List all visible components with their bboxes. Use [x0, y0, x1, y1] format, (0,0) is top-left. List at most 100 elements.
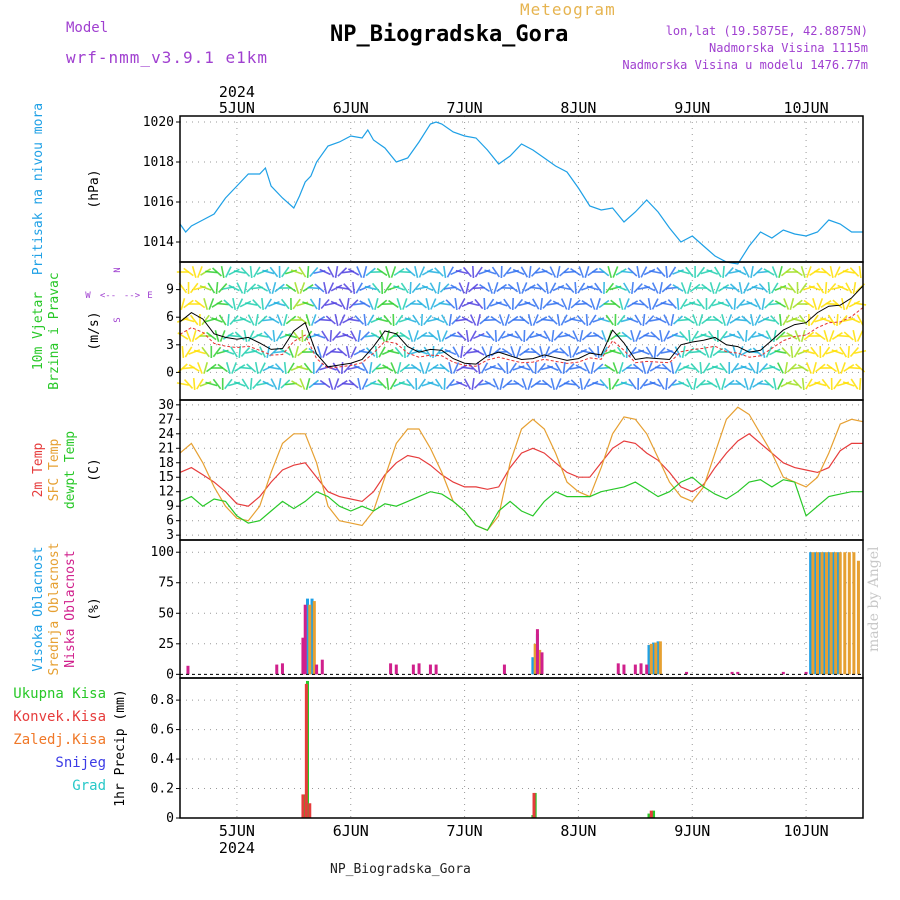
wind-barb	[674, 362, 682, 374]
bar-clouds-0	[531, 657, 535, 675]
wind-barb	[256, 284, 269, 292]
wind-barb	[841, 297, 846, 311]
wind-barb	[462, 266, 472, 278]
station-title: NP_Biogradska_Gora	[330, 22, 569, 47]
wind-barb	[275, 330, 284, 342]
bar-precip-0	[652, 810, 656, 818]
wind-barb	[358, 350, 372, 354]
y-tick-label: 1020	[143, 115, 174, 130]
y-tick-label: 1018	[143, 155, 174, 170]
wind-barb	[518, 365, 531, 371]
wind-barb	[303, 362, 313, 374]
wind-barb	[347, 318, 360, 322]
wind-barb	[810, 314, 819, 326]
wind-barb	[665, 265, 668, 279]
wind-gust-line	[179, 307, 864, 369]
wind-barb	[406, 378, 415, 390]
wind-barb	[832, 299, 843, 309]
y-tick-label: 3	[166, 528, 174, 543]
wind-barb	[721, 378, 726, 390]
wind-barb	[583, 378, 591, 390]
wind-barb	[199, 285, 212, 291]
wind-barb	[541, 379, 553, 389]
bar-clouds-1	[649, 643, 653, 675]
wind-barb	[666, 332, 679, 340]
wind-barb	[843, 331, 854, 341]
wind-barb	[510, 346, 516, 358]
wind-barb	[481, 346, 488, 358]
wind-barb	[197, 362, 203, 374]
wind-barb	[750, 313, 754, 327]
wind-barb	[412, 314, 421, 326]
wind-barb	[702, 362, 711, 374]
y-tick-label: 15	[158, 470, 174, 485]
wind-barb	[628, 346, 637, 358]
wind-barb	[631, 281, 634, 295]
wind-barb	[558, 285, 571, 291]
wind-barb	[338, 314, 346, 326]
panel-label: dewpt Temp	[63, 431, 78, 509]
wind-barb	[356, 266, 363, 278]
wind-barb	[530, 267, 541, 277]
y-tick-label: 0.8	[151, 693, 174, 708]
wind-barb	[262, 380, 274, 388]
wind-barb	[331, 330, 342, 342]
compass-n: N	[113, 267, 123, 272]
wind-barb	[225, 266, 232, 278]
wind-barb	[256, 334, 269, 338]
wind-barb	[649, 381, 662, 387]
wind-barb	[575, 364, 587, 372]
wind-barb	[461, 316, 474, 324]
wind-barb	[771, 282, 779, 294]
wind-barb	[849, 346, 860, 358]
wind-barb	[473, 348, 485, 356]
compass-s: S	[113, 317, 123, 322]
wind-barb	[270, 378, 278, 390]
wind-barb	[272, 329, 276, 343]
wind-barb	[458, 298, 466, 310]
unit-label: (m/s)	[87, 311, 102, 350]
wind-barb	[197, 266, 203, 278]
x-tick-label-top: 9JUN	[674, 99, 710, 117]
wind-barb	[547, 315, 558, 325]
wind-barb	[463, 378, 472, 390]
wind-barb	[273, 301, 286, 307]
wind-barb	[709, 346, 715, 358]
wind-barb	[247, 330, 255, 342]
bar-clouds-1	[843, 552, 847, 675]
wind-barb	[767, 281, 771, 295]
wind-barb	[816, 282, 825, 294]
wind-barb	[642, 313, 646, 327]
bar-precip-1	[308, 803, 312, 818]
wind-barb	[691, 330, 699, 342]
wind-barb	[231, 362, 237, 374]
wind-barb	[628, 378, 637, 390]
wind-barb	[243, 281, 248, 295]
series-line-temperature-0	[179, 433, 863, 507]
wind-barb	[478, 333, 491, 339]
wind-barb	[262, 269, 275, 275]
wind-barb	[319, 318, 332, 322]
wind-barb	[769, 364, 781, 372]
wind-barb	[666, 348, 679, 356]
wind-barb	[279, 333, 292, 339]
bar-clouds-2	[502, 664, 506, 675]
wind-barb	[330, 284, 343, 292]
wind-barb	[683, 301, 696, 307]
wind-barb	[461, 366, 474, 370]
bar-clouds-2	[301, 637, 305, 675]
wind-barb	[542, 299, 552, 309]
wind-barb	[233, 381, 246, 387]
wind-barb	[441, 314, 449, 326]
wind-barb	[383, 314, 393, 326]
wind-barb	[719, 362, 728, 374]
wind-barb	[514, 298, 524, 310]
bar-clouds-2	[540, 652, 544, 675]
wind-barb	[791, 317, 804, 323]
wind-barb	[473, 332, 485, 340]
x-tick-label-top: 7JUN	[447, 99, 483, 117]
wind-barb	[656, 267, 666, 277]
wind-barb	[732, 346, 738, 358]
wind-barb	[842, 381, 855, 387]
x-tick-label-bottom: 7JUN	[447, 822, 483, 840]
